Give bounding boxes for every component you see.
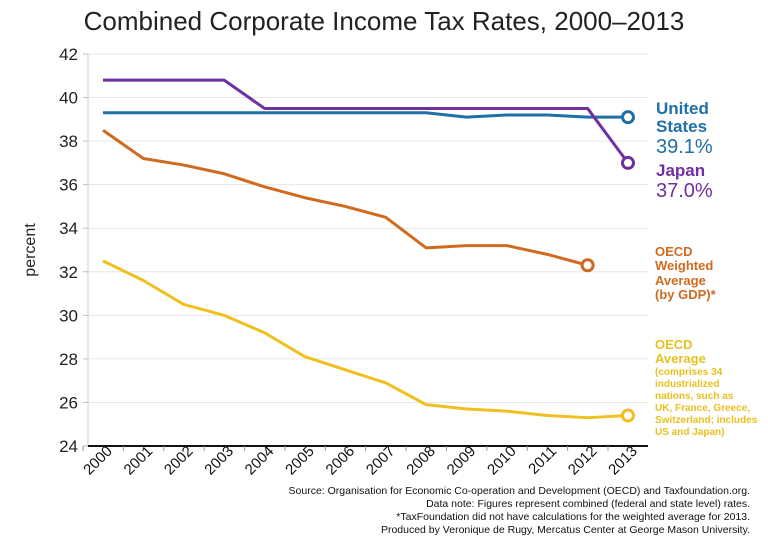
source-line: Data note: Figures represent combined (f… <box>426 498 750 510</box>
x-tick-label: 2000 <box>80 443 116 479</box>
series-united-states-end-marker <box>621 110 635 125</box>
x-tick-label: 2008 <box>403 443 439 479</box>
label-japan-value: 37.0% <box>656 180 713 202</box>
source-note: Source: Organisation for Economic Co-ope… <box>289 485 750 537</box>
series-oecd-average-line <box>102 259 629 420</box>
y-tick-label: 24 <box>59 437 78 456</box>
series-united-states-line <box>103 111 628 119</box>
label-line: Average <box>655 351 706 367</box>
x-tick-label: 2001 <box>121 443 157 479</box>
y-tick-label: 26 <box>59 393 78 412</box>
label-line: Weighted <box>655 258 714 274</box>
label-note-line: Switzerland; includes <box>655 414 758 426</box>
series-japan-end-marker <box>621 155 635 170</box>
label-us: United States 39.1% <box>656 99 713 159</box>
source-line: *TaxFoundation did not have calculations… <box>396 511 750 523</box>
x-tick-label: 2004 <box>242 443 278 479</box>
label-note-line: US and Japan) <box>655 426 725 438</box>
label-note-line: UK, France, Greece, <box>655 402 751 414</box>
y-tick-label: 38 <box>59 132 78 151</box>
x-tick-label: 2012 <box>565 443 601 479</box>
y-tick-label: 34 <box>59 219 78 238</box>
label-note-line: (comprises 34 <box>655 366 723 378</box>
label-japan: Japan 37.0% <box>656 161 713 203</box>
x-tick-label: 2005 <box>282 443 318 479</box>
label-oecd-weighted: OECD Weighted Average (by GDP)* <box>655 244 716 302</box>
source-line: Produced by Veronique de Rugy, Mercatus … <box>380 524 750 536</box>
y-tick-label: 42 <box>59 45 78 64</box>
y-tick-label: 28 <box>59 350 78 369</box>
label-us-line: United <box>656 99 709 118</box>
x-tick-label: 2010 <box>484 443 520 479</box>
label-oecd-average: OECD Average (comprises 34 industrialize… <box>655 337 758 439</box>
x-tick-label: 2007 <box>363 443 399 479</box>
y-tick-label: 36 <box>59 176 78 195</box>
label-line: OECD <box>655 244 693 259</box>
label-note-line: nations, such as <box>655 390 734 402</box>
x-tick-label: 2013 <box>605 443 641 479</box>
x-tick-label: 2003 <box>201 443 237 479</box>
label-line: OECD <box>655 337 693 352</box>
label-note-line: industrialized <box>655 378 720 390</box>
label-line: Average <box>655 272 706 288</box>
series-oecd-average-end-marker <box>621 408 635 423</box>
chart-title: Combined Corporate Income Tax Rates, 200… <box>83 6 685 36</box>
x-tick-label: 2011 <box>525 443 560 478</box>
y-axis-label: percent <box>22 223 39 277</box>
series-oecd-weighted-average-by-gdp-end-marker <box>580 258 595 273</box>
label-japan-name: Japan <box>656 161 706 180</box>
x-tick-label: 2006 <box>323 443 359 479</box>
series-japan-line <box>103 78 630 164</box>
label-us-value: 39.1% <box>656 136 713 158</box>
series-oecd-weighted-average-by-gdp-line <box>102 128 589 267</box>
source-line: Source: Organisation for Economic Co-ope… <box>288 485 750 497</box>
label-line: (by GDP)* <box>655 286 716 302</box>
label-us-line: States <box>656 117 708 136</box>
y-tick-label: 32 <box>59 263 78 282</box>
y-tick-label: 30 <box>59 306 78 325</box>
x-tick-label: 2009 <box>444 443 480 479</box>
y-tick-label: 40 <box>59 89 78 108</box>
x-tick-label: 2002 <box>161 443 197 479</box>
